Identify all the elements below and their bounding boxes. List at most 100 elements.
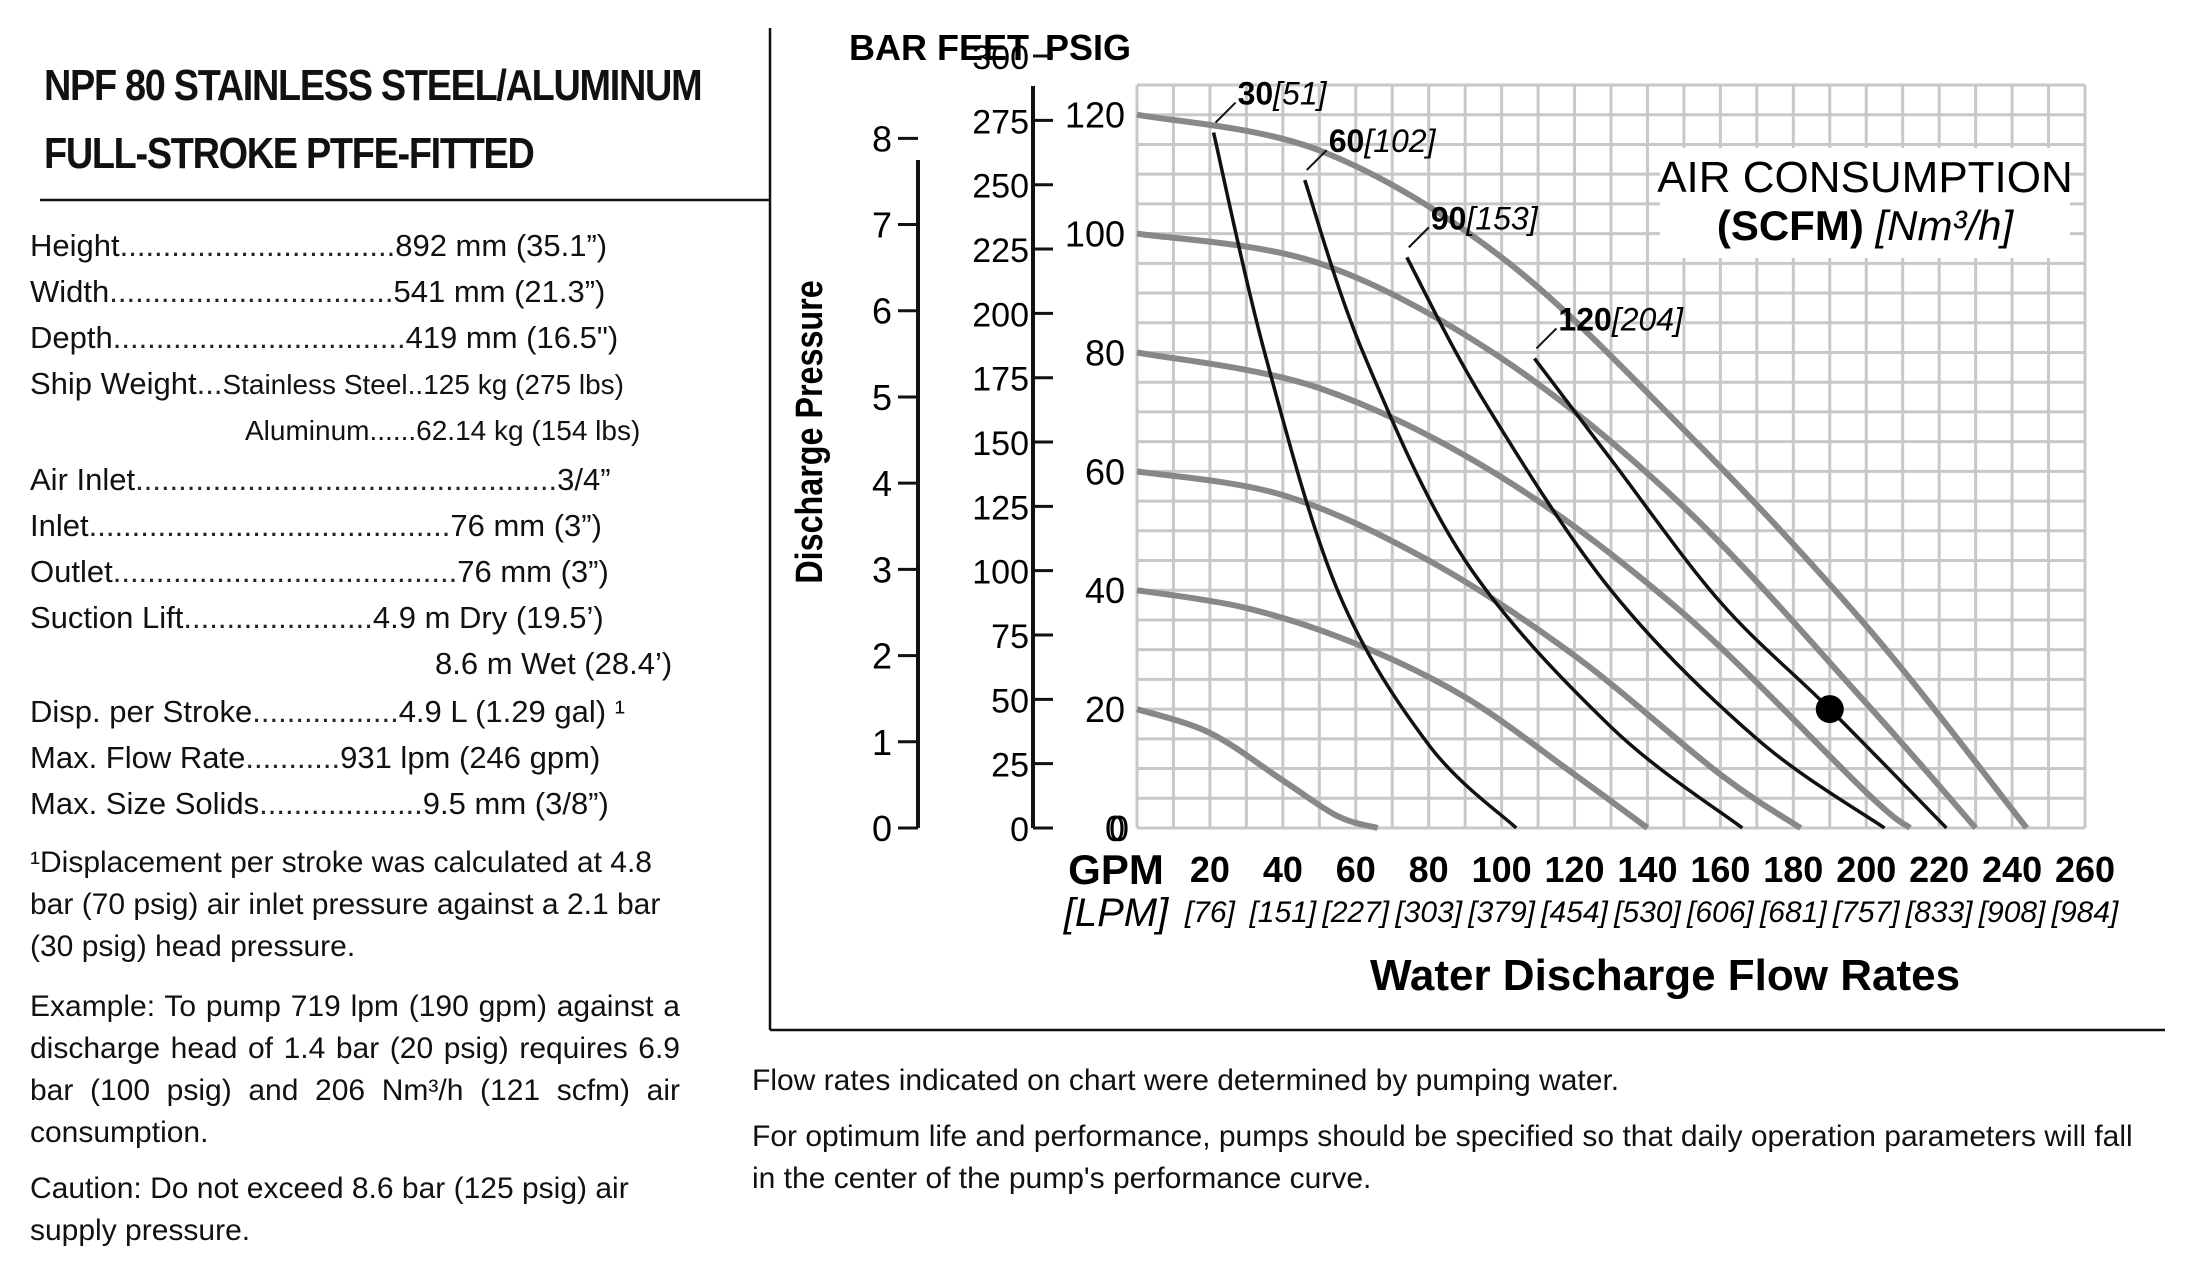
- curve-label-leader: [1535, 327, 1558, 350]
- air-consumption-curve: [1211, 132, 1518, 830]
- x-tick-label-lpm: [681]: [1759, 896, 1827, 929]
- spec-dots: ................................: [119, 228, 396, 263]
- air-pressure-curve: [1136, 706, 1379, 831]
- curve-label-scfm: 90: [1431, 200, 1467, 236]
- curve-label-leader: [1408, 226, 1430, 249]
- x-tick-label-gpm: 120: [1544, 849, 1604, 890]
- y-axis-label: Discharge Pressure: [789, 280, 831, 583]
- feet-tick-label: 125: [972, 489, 1029, 527]
- spec-dots: ...................: [259, 786, 423, 821]
- air-pressure-curve: [1136, 230, 1978, 830]
- x-tick-label-gpm: 40: [1263, 849, 1303, 890]
- air-consumption-curve: [1533, 357, 1948, 830]
- optimum-note: For optimum life and performance, pumps …: [752, 1120, 2133, 1195]
- x-tick-label-gpm: 220: [1909, 849, 1969, 890]
- spec-row: Width ................................. …: [30, 272, 605, 312]
- spec-value: 4.9 m Dry (19.5’): [372, 600, 604, 635]
- psig-tick-label: 120: [1065, 95, 1125, 136]
- spec-value: 892 mm (35.1”): [395, 228, 608, 263]
- bar-tick-label: 7: [872, 205, 892, 246]
- spec-row: Max. Size Solids ...................9.5 …: [30, 784, 609, 824]
- spec-row: Inlet ..................................…: [30, 506, 602, 546]
- title-line-2: FULL-STROKE PTFE-FITTED: [44, 129, 535, 178]
- x-tick-label-lpm: [227]: [1321, 896, 1389, 929]
- feet-tick-label: 100: [972, 554, 1029, 592]
- curve-label-leader: [1214, 101, 1237, 124]
- spec-label: Outlet: [30, 554, 113, 589]
- x-tick-label-zero: 0: [1109, 808, 1129, 849]
- caution-note: Caution: Do not exceed 8.6 bar (125 psig…: [30, 1172, 629, 1247]
- feet-tick-label: 25: [991, 747, 1029, 785]
- spec-label: Disp. per Stroke: [30, 694, 253, 729]
- chart-labels: 30[51]60[102] 90[153] 120[204] AIR CONSUMPT…: [1214, 76, 2073, 350]
- feet-tick-label: 300: [972, 39, 1029, 77]
- feet-tick-label: 50: [991, 682, 1029, 720]
- spec-label: Max. Flow Rate: [30, 740, 246, 775]
- feet-tick-label: 200: [972, 296, 1029, 334]
- x-tick-label-gpm: 100: [1472, 849, 1532, 890]
- legend-unit-nm3h: [Nm³/h]: [1874, 202, 2014, 249]
- spec-label: Inlet: [30, 508, 89, 543]
- spec-value: 4.9 L (1.29 gal) ¹: [398, 694, 625, 729]
- spec-dots: .................................: [109, 274, 394, 309]
- x-tick-label-lpm: [908]: [1978, 896, 2046, 929]
- spec-row: Disp. per Stroke .................4.9 L …: [30, 692, 625, 732]
- spec-value: 541 mm (21.3”): [393, 274, 606, 309]
- psig-tick-label: 80: [1085, 332, 1125, 373]
- psig-axis-header: PSIG: [1045, 27, 1131, 68]
- spec-value: 931 lpm (246 gpm): [340, 740, 601, 775]
- feet-tick-label: 75: [991, 618, 1029, 656]
- example-note: Example: To pump 719 lpm (190 gpm) again…: [30, 990, 680, 1149]
- curve-label: 60[102]: [1329, 123, 1437, 159]
- bar-tick-label: 1: [872, 722, 892, 763]
- psig-tick-label: 100: [1065, 214, 1125, 255]
- bar-axis-header: BAR: [849, 27, 927, 68]
- spec-row: Ship Weight ...Stainless Steel..125 kg (…: [30, 364, 624, 404]
- spec-dots: ........................................: [112, 554, 458, 589]
- bar-tick-label: 6: [872, 291, 892, 332]
- x-tick-label-lpm: [530]: [1613, 896, 1681, 929]
- bar-tick-label: 0: [872, 808, 892, 849]
- spec-dots: ...: [196, 366, 223, 401]
- x-tick-label-lpm: [379]: [1467, 896, 1535, 929]
- x-tick-label-lpm: [757]: [1832, 896, 1900, 929]
- curve-label: 90[153]: [1431, 200, 1539, 236]
- curve-label-nm3h: [153]: [1465, 200, 1538, 236]
- spec-value: 76 mm (3”): [450, 508, 602, 543]
- legend-background: [1660, 148, 2070, 258]
- x-unit-gpm: GPM: [1068, 846, 1164, 893]
- curve-label-nm3h: [51]: [1272, 76, 1327, 112]
- x-tick-label-gpm: 180: [1763, 849, 1823, 890]
- legend-unit-scfm: (SCFM): [1717, 202, 1876, 249]
- spec-label: Height: [30, 228, 120, 263]
- x-tick-label-lpm: [833]: [1905, 896, 1973, 929]
- spec-dots: ...........: [245, 740, 341, 775]
- spec-value: 3/4”: [557, 462, 611, 497]
- spec-row: Suction Lift ...................... 4.9 …: [30, 598, 604, 638]
- feet-tick-label: 275: [972, 103, 1029, 141]
- spec-row: Depth ..................................…: [30, 318, 618, 358]
- flow-rate-note: Flow rates indicated on chart were deter…: [752, 1064, 1620, 1097]
- feet-tick-label: 150: [972, 425, 1029, 463]
- spec-value: 76 mm (3”): [457, 554, 609, 589]
- bar-tick-label: 4: [872, 463, 892, 504]
- spec-dots: ........................................…: [135, 462, 558, 497]
- psig-tick-label: 40: [1085, 570, 1125, 611]
- feet-tick-label: 175: [972, 361, 1029, 399]
- air-pressure-curve: [1136, 587, 1650, 831]
- x-tick-label-gpm: 60: [1336, 849, 1376, 890]
- spec-value: 419 mm (16.5"): [405, 320, 619, 355]
- example-point: [1815, 695, 1844, 724]
- x-tick-label-lpm: [984]: [2051, 896, 2119, 929]
- x-tick-label-lpm: [454]: [1540, 896, 1608, 929]
- air-consumption-curve: [1303, 179, 1744, 830]
- feet-tick-label: 0: [1010, 811, 1029, 849]
- x-axis-label: Water Discharge Flow Rates: [1370, 951, 1960, 1000]
- spec-label: Ship Weight: [30, 366, 197, 401]
- curve-label-leader: [1306, 149, 1328, 171]
- x-tick-label-lpm: [606]: [1686, 896, 1754, 929]
- x-tick-label-gpm: 160: [1690, 849, 1750, 890]
- bar-tick-label: 2: [872, 636, 892, 677]
- spec-label: Air Inlet: [30, 462, 136, 497]
